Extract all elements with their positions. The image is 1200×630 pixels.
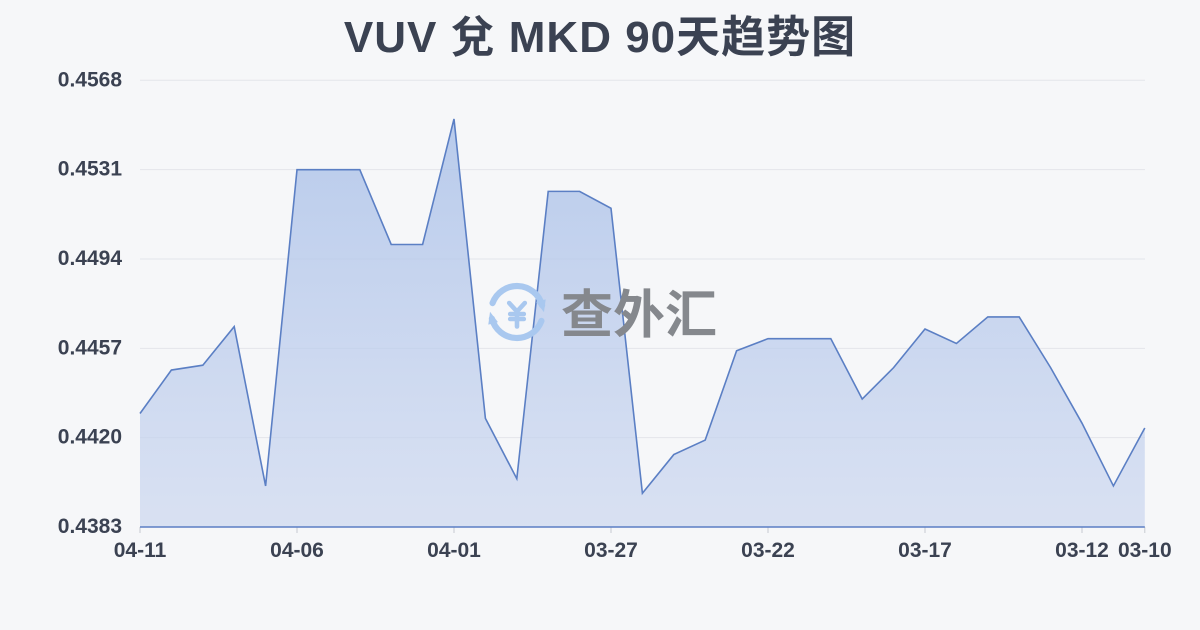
svg-text:04-11: 04-11 xyxy=(114,539,167,562)
svg-text:03-10: 03-10 xyxy=(1118,539,1172,562)
svg-text:0.4531: 0.4531 xyxy=(58,158,123,181)
svg-text:0.4494: 0.4494 xyxy=(58,247,123,270)
svg-text:0.4383: 0.4383 xyxy=(58,515,122,538)
svg-text:0.4420: 0.4420 xyxy=(58,426,122,449)
svg-text:03-22: 03-22 xyxy=(741,539,795,562)
svg-text:0.4568: 0.4568 xyxy=(58,68,123,91)
svg-text:0.4457: 0.4457 xyxy=(58,336,122,359)
svg-text:VUV 兌 MKD 90天趋势图: VUV 兌 MKD 90天趋势图 xyxy=(344,13,856,62)
svg-text:03-17: 03-17 xyxy=(898,539,952,562)
svg-text:查外汇: 查外汇 xyxy=(561,273,717,348)
svg-text:04-06: 04-06 xyxy=(270,539,324,562)
svg-text:03-27: 03-27 xyxy=(584,539,638,562)
svg-text:04-01: 04-01 xyxy=(427,539,481,562)
svg-text:03-12: 03-12 xyxy=(1055,539,1109,562)
